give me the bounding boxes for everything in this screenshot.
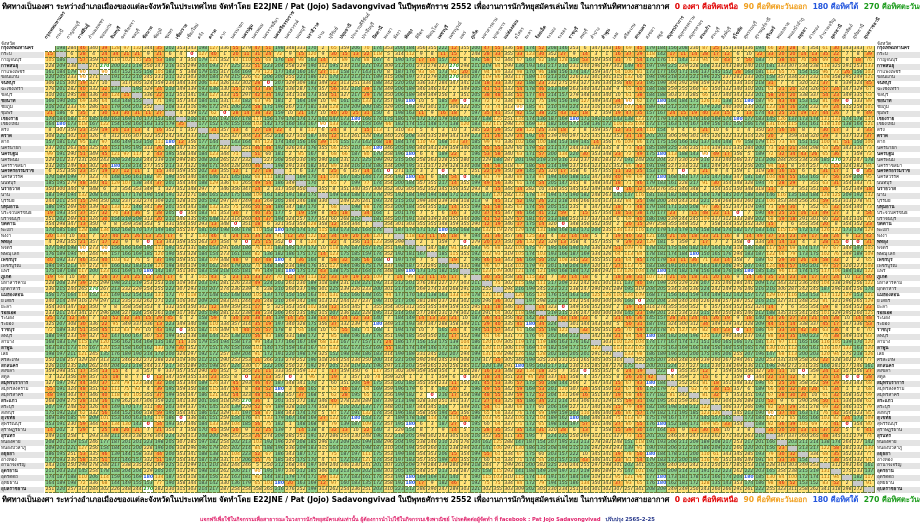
- column-header: สุโขทัย: [731, 25, 745, 41]
- title-text: ทิศทางเป็นองศา ระหว่างอำเภอเมืองของแต่ละ…: [2, 2, 669, 11]
- column-header: ภูเก็ต: [469, 28, 481, 41]
- column-header: พัทลุง: [404, 28, 416, 41]
- column-header: น่าน: [316, 30, 327, 41]
- legend-south: 180 คือทิศใต้: [813, 2, 859, 11]
- column-header: ตราด: [207, 28, 219, 41]
- column-header: พิจิตร: [415, 28, 427, 41]
- column-header: ลำปาง: [589, 26, 602, 41]
- column-header: ตาก: [218, 30, 229, 41]
- column-header: ชุมพร: [163, 27, 175, 41]
- column-header: ราชบุรี: [567, 26, 581, 41]
- column-header: ระยอง: [557, 27, 570, 41]
- column-header: สิงห์บุรี: [720, 26, 733, 41]
- bearing-table: กรุงเทพมหานคร กรุงเทพมหานคร 198 284 46 340 39 1…: [0, 46, 920, 493]
- legend-north: 0 องศา คือทิศเหนือ: [675, 2, 738, 11]
- column-header: บุรีรัมย์: [327, 26, 341, 41]
- legend-west: 270 คือทิศตะวันตก: [864, 2, 920, 11]
- column-header: ตรัง: [196, 31, 206, 41]
- column-headers: กรุงเทพมหานคร กระบี่ กาญจนบุรี กาฬสินธุ์ กำแ…: [0, 11, 920, 41]
- legend-east: 90 คือทิศตะวันออก: [744, 2, 807, 11]
- column-header: แพร่: [458, 30, 469, 41]
- column-header: เลย: [611, 31, 621, 41]
